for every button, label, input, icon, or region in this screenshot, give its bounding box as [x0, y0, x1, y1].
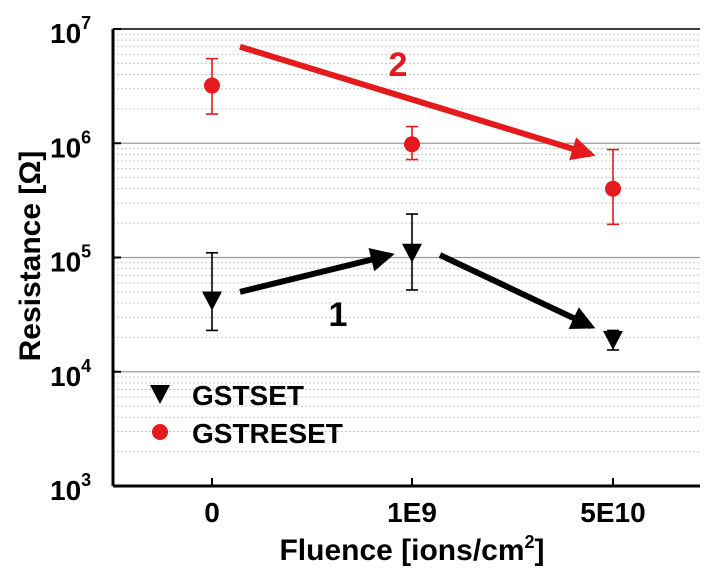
annotation-label: 1 — [329, 296, 348, 334]
y-tick-label: 106 — [50, 127, 91, 163]
annotations: 12 — [239, 43, 596, 334]
y-tick-label: 104 — [50, 356, 91, 392]
data-point-gstset — [603, 330, 623, 350]
x-axis-title: Fluence [ions/cm2] — [279, 532, 544, 567]
y-tick-label: 107 — [50, 13, 91, 49]
legend: GSTSET GSTRESET — [150, 380, 343, 449]
annotation-arrow — [438, 252, 596, 329]
y-tick-label: 103 — [50, 470, 91, 506]
data-point-gstset — [402, 243, 422, 263]
y-tick-label: 105 — [50, 242, 91, 278]
data-point-gstreset — [605, 180, 621, 197]
annotation-label: 2 — [389, 46, 408, 84]
axes: 103 104 105 106 107 0 1E9 5E10 — [50, 13, 700, 528]
x-tick-label: 5E10 — [580, 497, 645, 528]
annotation-arrow — [239, 248, 395, 295]
legend-marker-gstreset — [152, 424, 168, 440]
legend-label: GSTRESET — [192, 418, 343, 449]
annotation-arrow — [239, 43, 596, 161]
x-tick-label: 1E9 — [387, 497, 437, 528]
data-point-gstreset — [204, 77, 220, 94]
data-point-gstreset — [404, 136, 420, 153]
x-tick-label: 0 — [204, 497, 220, 528]
data-series — [202, 57, 623, 351]
y-axis-title: Resistance [Ω] — [14, 151, 47, 362]
data-point-gstset — [202, 291, 222, 311]
legend-label: GSTSET — [192, 380, 304, 411]
legend-marker-gstset — [150, 385, 170, 404]
